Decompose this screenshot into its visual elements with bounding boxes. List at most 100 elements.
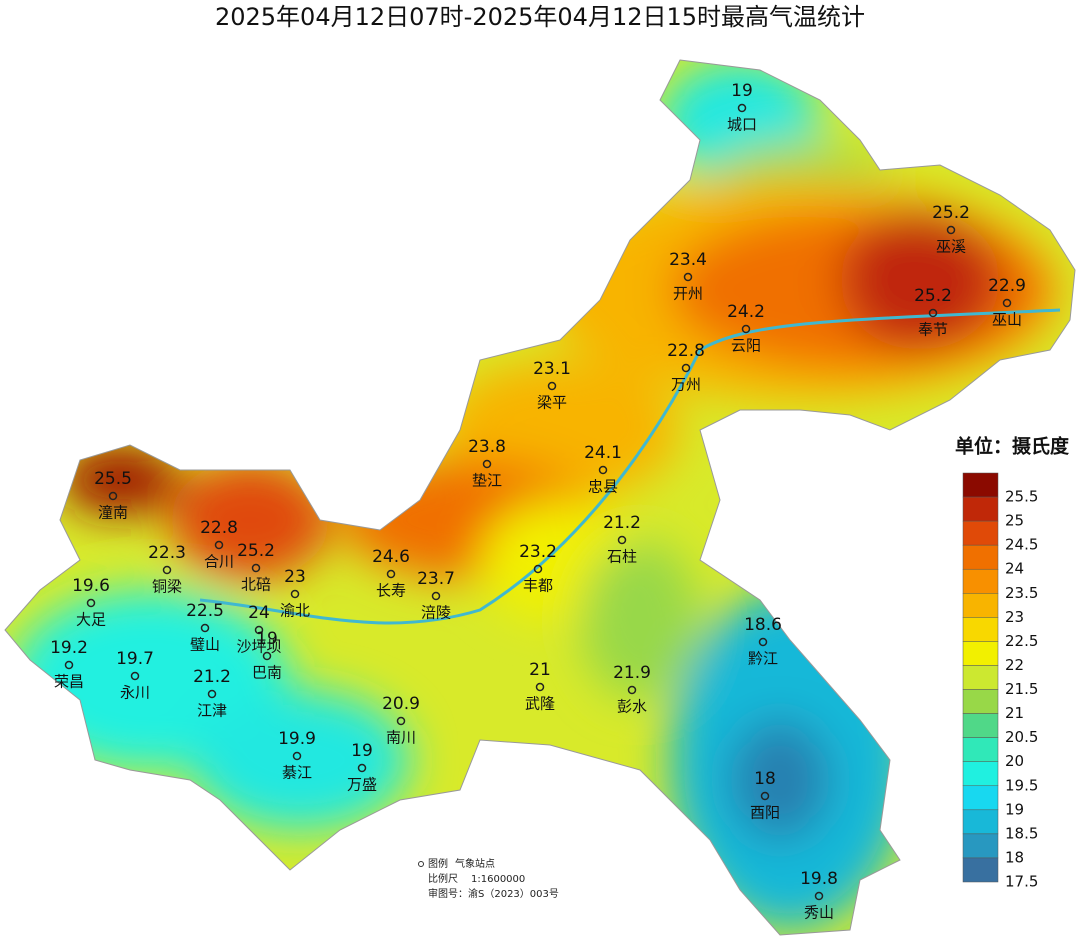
station-marker: [214, 540, 224, 550]
station-value: 24.6: [372, 547, 410, 567]
note: 1:1600000: [471, 874, 525, 885]
station-value: 23: [284, 567, 306, 587]
station-name: 巴南: [252, 664, 282, 682]
station-value: 19.2: [50, 638, 88, 658]
station-name: 丰都: [523, 577, 553, 595]
station-marker: [627, 685, 637, 695]
legend-swatch: [962, 617, 999, 642]
station-name: 秀山: [804, 904, 834, 922]
legend-swatch: [962, 833, 999, 859]
legend-swatch: [962, 568, 999, 594]
legend-label: 22.5: [1005, 632, 1038, 650]
legend-label: 22: [1005, 656, 1024, 674]
legend-label: 21.5: [1005, 680, 1038, 698]
station-marker: [758, 637, 768, 647]
legend-label: 25.5: [1005, 488, 1038, 506]
station-name: 开州: [673, 285, 703, 303]
station-name: 璧山: [190, 636, 220, 654]
station-value: 23.8: [468, 437, 506, 457]
station-value: 19.8: [800, 869, 838, 889]
legend-swatch: [962, 472, 999, 498]
station-value: 19.9: [278, 729, 316, 749]
legend-label: 17.5: [1005, 873, 1038, 891]
station-name: 万盛: [347, 776, 377, 794]
station-name: 巫山: [992, 311, 1022, 329]
station-value: 25.2: [932, 203, 970, 223]
legend-swatch: [962, 641, 999, 666]
station-marker: [533, 564, 543, 574]
station-marker: [290, 589, 300, 599]
station-value: 19: [351, 741, 373, 761]
station-marker: [946, 225, 956, 235]
station-value: 23.4: [669, 250, 707, 270]
station-value: 24.2: [727, 302, 765, 322]
station-value: 21.9: [613, 663, 651, 683]
station-marker: [64, 660, 74, 670]
station-value: 22.9: [988, 276, 1026, 296]
station-name: 永川: [120, 684, 150, 702]
station-name: 云阳: [731, 337, 761, 355]
station-name: 万州: [671, 376, 701, 394]
station-value: 21.2: [603, 513, 641, 533]
station-name: 长寿: [376, 582, 406, 600]
station-value: 20.9: [382, 694, 420, 714]
legend-label: 18.5: [1005, 824, 1038, 842]
station-value: 22.3: [148, 543, 186, 563]
legend-label: 20.5: [1005, 728, 1038, 746]
station-marker: [482, 459, 492, 469]
legend-swatch: [962, 809, 999, 835]
station-name: 黔江: [748, 650, 778, 668]
station-marker: [760, 791, 770, 801]
station-marker: [357, 763, 367, 773]
station-name: 垫江: [472, 472, 502, 490]
station-name: 彭水: [617, 698, 647, 716]
legend-swatch: [962, 544, 999, 570]
legend-swatch: [962, 737, 999, 762]
legend-swatch: [962, 689, 999, 714]
station-marker: [547, 381, 557, 391]
legend-label: 19.5: [1005, 776, 1038, 794]
station-value: 19.7: [116, 649, 154, 669]
station-value: 19.6: [72, 576, 110, 596]
legend-label: 24.5: [1005, 536, 1038, 554]
legend-label: 20: [1005, 752, 1024, 770]
station-value: 19: [731, 81, 753, 101]
legend-label: 25: [1005, 512, 1024, 530]
legend-symbol: [418, 861, 424, 867]
station-name: 南川: [386, 729, 416, 747]
station-name: 江津: [197, 702, 227, 720]
station-marker: [598, 465, 608, 475]
legend-title: 单位：摄氏度: [955, 435, 1070, 458]
station-name: 渝北: [280, 602, 310, 620]
station-marker: [292, 751, 302, 761]
title: 2025年04月12日07时-2025年04月12日15时最高气温统计: [215, 3, 865, 31]
station-marker: [617, 535, 627, 545]
station-marker: [86, 598, 96, 608]
station-name: 酉阳: [750, 804, 780, 822]
legend-swatch: [962, 713, 999, 738]
station-value: 23.7: [417, 569, 455, 589]
station-value: 24: [248, 603, 270, 623]
station-value: 21: [529, 660, 551, 680]
station-name: 奉节: [918, 321, 948, 339]
station-value: 18: [754, 769, 776, 789]
legend-swatch: [962, 520, 999, 546]
station-value: 22.5: [186, 601, 224, 621]
legend-label: 18: [1005, 848, 1024, 866]
station-value: 21.2: [193, 667, 231, 687]
station-marker: [683, 272, 693, 282]
station-name: 巫溪: [936, 238, 966, 256]
station-marker: [737, 103, 747, 113]
station-marker: [814, 891, 824, 901]
station-value: 23.1: [533, 359, 571, 379]
station-marker: [386, 569, 396, 579]
legend-label: 23: [1005, 608, 1024, 626]
note: 气象站点: [455, 857, 495, 870]
legend-label: 19: [1005, 800, 1024, 818]
station-marker: [396, 716, 406, 726]
station-name: 石柱: [607, 548, 637, 566]
legend-swatch: [962, 857, 999, 883]
station-name: 铜梁: [152, 578, 182, 596]
